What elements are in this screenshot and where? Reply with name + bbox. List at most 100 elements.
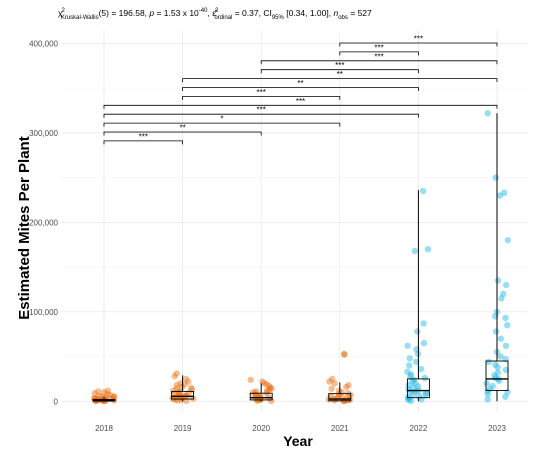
data-point [171,373,178,380]
data-point [484,109,491,117]
data-point [268,397,275,405]
significance-label: *** [257,106,266,115]
y-axis-title: Estimated Mites Per Plant [16,136,33,319]
box-iqr [406,378,430,399]
data-point [407,397,415,405]
data-point [504,389,511,396]
data-point [263,381,270,388]
data-point [485,358,492,366]
data-point [498,295,505,302]
data-point [492,361,499,368]
comparison-bracket [103,113,419,118]
comparison-bracket [339,51,419,56]
significance-label: *** [296,97,305,106]
x-axis-title: Year [283,433,313,449]
data-point [110,394,117,401]
data-point [185,378,192,385]
data-point [404,368,411,375]
data-point [422,390,430,397]
data-point [413,358,420,366]
data-point [414,383,422,390]
data-point [252,390,259,398]
data-point [404,342,411,349]
data-point [502,281,510,289]
comparison-bracket [260,69,419,74]
data-point [418,396,425,403]
significance-label: *** [257,88,266,97]
data-point [421,374,428,382]
data-point [247,376,254,383]
significance-label: *** [374,52,383,61]
data-point [483,380,490,387]
comparison-bracket [103,122,341,127]
comparison-bracket [103,140,183,145]
jitter-points [90,109,511,405]
data-point [100,389,108,396]
y-tick-label: 0 [54,397,59,406]
data-point [249,389,257,396]
box-plots [92,113,509,402]
significance-label: *** [414,35,423,44]
data-point [328,385,335,392]
box-iqr [249,392,273,401]
data-point [419,187,427,195]
data-point [407,373,414,380]
statistics-subtitle: χ2 Kruskal-Wallis(5) = 196.58, p = 1.53 x… [58,8,372,21]
y-tick-label: 200,000 [29,218,58,227]
data-point [502,366,510,374]
data-point [502,314,509,322]
significance-brackets: ******************************* [103,35,498,145]
data-point [501,189,508,197]
significance-label: ** [179,124,185,133]
comparison-bracket [182,87,419,91]
significance-label: ** [337,70,343,79]
box-iqr [328,393,352,402]
data-point [267,384,274,392]
data-point [259,378,266,385]
x-tick-label: 2020 [252,424,270,433]
data-point [420,339,428,347]
data-point [496,192,504,199]
data-point [492,174,499,181]
data-point [491,372,498,379]
data-point [345,381,352,389]
data-point [252,388,260,395]
data-point [261,380,268,387]
data-point [412,388,419,395]
x-tick-label: 2019 [174,424,192,433]
data-point [492,328,500,335]
data-point [411,247,419,255]
data-point [254,397,261,404]
data-point [263,387,271,394]
comparison-bracket [103,104,498,109]
x-tick-label: 2018 [95,424,113,433]
y-axis: 0 100,000 200,000 300,000 400,000 [29,39,58,406]
data-point [420,320,427,327]
data-point [406,362,413,369]
data-point [484,390,492,398]
comparison-bracket [182,78,498,83]
x-tick-label: 2022 [410,424,428,433]
data-point [178,383,186,391]
data-point [414,328,421,335]
data-point [340,350,348,358]
data-point [335,387,343,394]
significance-label: ** [297,79,303,88]
y-tick-label: 400,000 [29,39,58,48]
comparison-bracket [339,42,498,47]
data-point [424,245,432,253]
data-point [94,388,102,395]
data-point [181,381,189,388]
data-point [111,393,118,400]
data-point [176,389,183,396]
data-point [341,351,348,358]
data-point [326,378,333,385]
comparison-bracket [260,60,498,65]
data-point [410,376,418,383]
data-point [405,396,412,404]
data-point [417,365,425,373]
x-tick-label: 2023 [488,424,506,433]
data-point [265,386,273,393]
data-point [489,382,496,390]
data-point [178,396,185,404]
